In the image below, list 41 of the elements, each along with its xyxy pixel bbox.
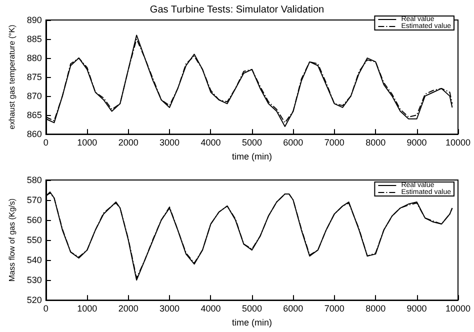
- x-tick-label: 4000: [200, 138, 221, 148]
- x-tick-label: 5000: [242, 138, 262, 148]
- x-tick-label: 2000: [118, 304, 138, 314]
- x-tick-label: 8000: [366, 138, 386, 148]
- y-tick-label: 870: [26, 91, 42, 102]
- y-axis-title: exhaust gas temperature (°K): [8, 24, 16, 130]
- x-axis-title: time (min): [232, 152, 272, 162]
- y-tick-label: 520: [26, 295, 42, 306]
- x-tick-label: 6000: [283, 304, 304, 314]
- x-axis-title: time (min): [232, 318, 272, 328]
- y-tick-label: 885: [26, 34, 42, 44]
- x-tick-label: 2000: [118, 138, 138, 148]
- y-tick-label: 550: [26, 235, 42, 246]
- x-tick-label: 7000: [324, 138, 344, 148]
- y-tick-label: 875: [26, 72, 42, 82]
- y-tick-label: 860: [26, 129, 42, 140]
- y-tick-label: 530: [26, 275, 42, 286]
- chart-title: Gas Turbine Tests: Simulator Validation: [150, 4, 324, 16]
- x-tick-label: 9000: [406, 138, 427, 148]
- y-tick-label: 865: [26, 110, 42, 120]
- x-tick-label: 8000: [366, 304, 386, 314]
- x-tick-label: 10000: [445, 138, 471, 148]
- x-tick-label: 7000: [324, 304, 344, 314]
- y-tick-label: 880: [26, 53, 42, 64]
- y-tick-label: 890: [26, 15, 42, 25]
- y-tick-label: 560: [26, 215, 42, 226]
- y-tick-label: 580: [26, 175, 42, 185]
- x-tick-label: 5000: [242, 304, 262, 314]
- x-tick-label: 0: [43, 138, 48, 148]
- x-tick-label: 0: [43, 304, 48, 314]
- x-tick-label: 1000: [77, 138, 98, 148]
- y-tick-label: 540: [26, 255, 42, 266]
- x-tick-label: 3000: [160, 138, 180, 148]
- x-tick-label: 9000: [406, 304, 427, 314]
- x-tick-label: 1000: [77, 304, 98, 314]
- x-tick-label: 10000: [445, 304, 471, 314]
- x-tick-label: 6000: [283, 138, 304, 148]
- x-tick-label: 3000: [160, 304, 180, 314]
- x-tick-label: 4000: [200, 304, 221, 314]
- y-axis-title: Mass flow of gas (Kg/s): [8, 198, 16, 282]
- y-tick-label: 570: [26, 195, 42, 206]
